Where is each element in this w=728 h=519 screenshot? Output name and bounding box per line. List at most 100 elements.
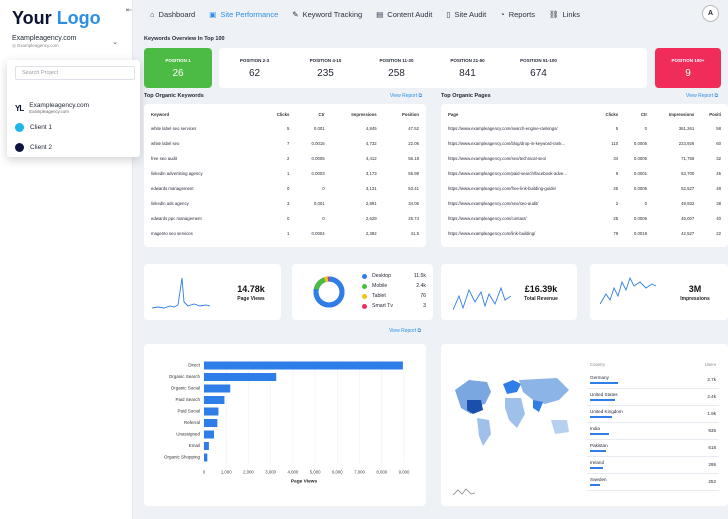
x-tick-label: 6,000 <box>332 470 343 475</box>
link-icon: ⛓ <box>548 9 559 19</box>
table-cell: white label seo <box>151 141 180 146</box>
table-row[interactable]: white label seo services 5 0.001 4,845 47.52 <box>148 121 422 136</box>
table-cell: 4,845 <box>365 126 377 131</box>
bar[interactable] <box>204 430 214 439</box>
table-cell: white label seo services <box>151 126 197 131</box>
table-cell: https://www.exampleagency.com/seo/techni… <box>448 156 547 161</box>
nav-links[interactable]: ⛓ Links <box>548 9 581 19</box>
bar[interactable] <box>204 442 209 450</box>
table-row[interactable]: free seo audit 2 0.0005 4,412 56.18 <box>148 151 422 166</box>
table-cell: 45,007 <box>681 216 695 221</box>
country-name: Ireland <box>587 456 679 474</box>
table-row[interactable]: https://www.exampleagency.com/paid-searc… <box>445 166 724 181</box>
pages-view-report-link[interactable]: View Report ⧉ <box>686 93 719 99</box>
country-row[interactable]: Pakistan 618 <box>587 439 719 457</box>
position-card-21-50: POSITION 21-50 841 <box>450 57 485 79</box>
table-row[interactable]: https://www.exampleagency.com/seo/techni… <box>445 151 724 166</box>
bar[interactable] <box>204 396 225 404</box>
page-views-label: Page Views <box>237 296 265 302</box>
table-cell: 0.0015 <box>311 141 325 146</box>
table-cell: 0.0006 <box>633 216 648 221</box>
table-cell: 2 <box>287 156 290 161</box>
bar[interactable] <box>204 361 403 370</box>
country-row[interactable]: United States 2.4k <box>587 388 719 406</box>
channels-chart-card: 0 1,000 2,000 3,000 4,000 5,000 6,000 7,000 8,00… <box>144 344 426 506</box>
position-card-51-100: POSITION 51-100 674 <box>520 57 557 79</box>
table-row[interactable]: https://www.exampleagency.com/seo/seo-au… <box>445 196 724 211</box>
performance-icon: ▣ <box>209 9 217 19</box>
nav-dashboard[interactable]: ⌂ Dashboard <box>150 9 196 19</box>
project-selector[interactable]: Exampleagency.com ◎ Exampleagency.com ⌄ <box>12 35 120 53</box>
keywords-view-report-link[interactable]: View Report ⧉ <box>390 93 423 99</box>
avatar[interactable]: A <box>702 5 719 22</box>
category-label: Paid Social <box>177 409 200 414</box>
table-row[interactable]: linkedin advertising agency 1 0.0003 3,173 5… <box>148 166 422 181</box>
nav-keyword-tracking[interactable]: ✎ Keyword Tracking <box>292 9 363 19</box>
nav-site-audit[interactable]: ▯ Site Audit <box>446 9 487 19</box>
legend-dot-icon <box>362 303 367 309</box>
table-row[interactable]: edwards management 0 0 3,131 53.41 <box>148 181 422 196</box>
table-row[interactable]: edwards ppc management 0 0 2,629 25.74 <box>148 211 422 226</box>
table-cell: 40 <box>716 216 721 221</box>
page-views-value: 14.78k <box>237 284 265 294</box>
overview-title: Keywords Overview In Top 100 <box>144 36 225 42</box>
bar[interactable] <box>204 373 277 381</box>
nav-reports[interactable]: ◔ Reports <box>500 9 535 19</box>
table-cell: 41.5 <box>410 231 419 236</box>
table-cell: 0 <box>287 216 290 221</box>
table-cell: 1 <box>287 231 290 236</box>
country-name: India <box>587 422 679 440</box>
dropdown-item-exampleagency[interactable]: YL Exampleagency.com Exampleagency.com <box>15 102 90 114</box>
table-cell: 0.0005 <box>633 186 648 191</box>
positions-panel <box>219 48 647 88</box>
table-cell: 0 <box>322 186 325 191</box>
country-row[interactable]: United Kingdom 1.9k <box>587 405 719 423</box>
country-bar <box>590 382 618 384</box>
table-row[interactable]: white label seo 7 0.0015 4,732 22.06 <box>148 136 422 151</box>
table-cell: edwards management <box>151 186 194 191</box>
position-card-100-plus: POSITION 100+ 9 <box>655 48 721 88</box>
table-row[interactable]: https://www.exampleagency.com/free-link-… <box>445 181 724 196</box>
category-label: Referral <box>184 420 200 425</box>
bar[interactable] <box>204 419 218 427</box>
channels-view-report-link[interactable]: View Report ⧉ <box>389 328 422 334</box>
x-tick-label: 0 <box>203 470 206 475</box>
table-row[interactable]: https://www.exampleagency.com/contact/25… <box>445 211 724 226</box>
table-cell: 34.06 <box>408 201 419 206</box>
dropdown-item-client-1[interactable]: Client 1 <box>15 123 52 132</box>
table-cell: 0.0005 <box>311 156 325 161</box>
table-cell: https://www.exampleagency.com/blog/drop-… <box>448 141 565 146</box>
bar[interactable] <box>204 407 219 416</box>
bar[interactable] <box>204 384 231 393</box>
dropdown-item-client-2[interactable]: Client 2 <box>15 143 52 152</box>
bar[interactable] <box>204 453 208 462</box>
table-row[interactable]: magento seo services 1 0.0004 2,382 41.5 <box>148 226 422 241</box>
table-cell: 1 <box>287 171 290 176</box>
table-cell: 47.52 <box>408 126 419 131</box>
table-cell: 52,527 <box>681 186 695 191</box>
nav-content-audit[interactable]: ▤ Content Audit <box>376 9 433 19</box>
device-legend-item: Mobile 2.4k <box>362 281 426 291</box>
country-row[interactable]: India 835 <box>587 422 719 440</box>
x-tick-label: 5,000 <box>310 470 321 475</box>
country-row[interactable]: Ireland 295 <box>587 456 719 474</box>
country-row[interactable]: Sweden 252 <box>587 473 719 491</box>
country-name: United Kingdom <box>587 405 679 423</box>
table-cell: 0 <box>322 216 325 221</box>
table-cell: 0 <box>644 126 648 131</box>
nav-site-performance[interactable]: ▣ Site Performance <box>209 9 279 19</box>
app-logo[interactable]: Your Logo <box>12 8 101 28</box>
collapse-sidebar-icon[interactable]: ⇤ <box>126 7 132 14</box>
country-row[interactable]: Germany 2.7k <box>587 371 719 389</box>
search-project-input[interactable]: Search Project <box>15 66 135 80</box>
table-row[interactable]: https://www.exampleagency.com/link-build… <box>445 226 724 241</box>
table-cell: 2,382 <box>365 231 377 236</box>
table-cell: 5 <box>615 126 619 131</box>
table-cell: https://www.exampleagency.com/paid-searc… <box>448 171 567 176</box>
country-bar <box>590 484 600 486</box>
map-zoom-icon[interactable] <box>453 488 475 496</box>
x-tick-label: 4,000 <box>288 470 299 475</box>
table-row[interactable]: linkedin ads agency 3 0.001 2,891 34.06 <box>148 196 422 211</box>
table-row[interactable]: https://www.exampleagency.com/search-eng… <box>445 121 724 136</box>
table-row[interactable]: https://www.exampleagency.com/blog/drop-… <box>445 136 724 151</box>
